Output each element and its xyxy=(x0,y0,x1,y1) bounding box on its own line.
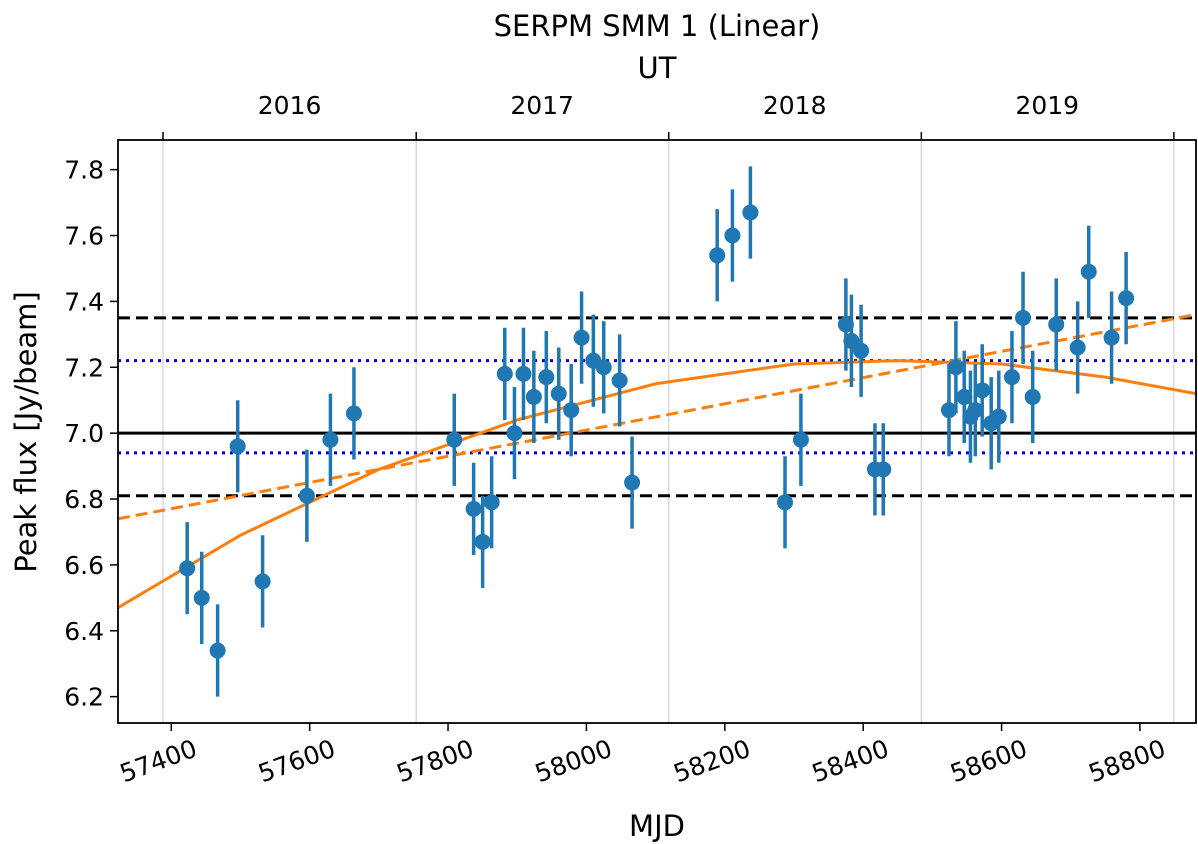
data-point xyxy=(515,365,532,382)
data-point xyxy=(595,359,612,376)
data-point xyxy=(322,431,339,448)
data-point xyxy=(563,402,580,419)
data-point xyxy=(792,431,809,448)
x-tick-label: 58200 xyxy=(670,734,755,788)
data-point xyxy=(724,227,741,244)
data-point xyxy=(1015,309,1032,326)
data-point xyxy=(1118,290,1135,307)
data-point xyxy=(853,342,870,359)
data-point xyxy=(624,474,641,491)
y-tick-label: 7.6 xyxy=(64,222,104,251)
data-point xyxy=(1103,329,1120,346)
data-point xyxy=(229,438,246,455)
y-tick-label: 7.4 xyxy=(64,287,104,316)
data-point xyxy=(483,494,500,511)
data-point xyxy=(209,642,226,659)
x-tick-label: 58400 xyxy=(808,734,893,788)
chart-title: SERPM SMM 1 (Linear) xyxy=(494,9,821,43)
data-point xyxy=(538,369,555,386)
y-tick-label: 6.6 xyxy=(64,551,104,580)
data-point xyxy=(254,573,271,590)
data-point xyxy=(298,487,315,504)
data-point xyxy=(990,408,1007,425)
x-tick-label: 57400 xyxy=(116,734,201,788)
data-point xyxy=(843,332,860,349)
data-point xyxy=(1080,263,1097,280)
data-point xyxy=(777,494,794,511)
x-tick-label: 58800 xyxy=(1085,734,1170,788)
data-point xyxy=(465,500,482,517)
data-point xyxy=(1048,316,1065,333)
data-point xyxy=(947,359,964,376)
y-tick-label: 7.0 xyxy=(64,419,104,448)
data-point xyxy=(179,560,196,577)
data-point xyxy=(967,402,984,419)
fit-line xyxy=(118,313,1196,521)
data-point xyxy=(525,388,542,405)
top-tick-label: 2016 xyxy=(258,91,322,120)
data-point xyxy=(474,533,491,550)
data-point xyxy=(1069,339,1086,356)
x-tick-label: 57600 xyxy=(254,734,339,788)
data-point xyxy=(573,329,590,346)
x-tick-label: 58600 xyxy=(946,734,1031,788)
top-tick-label: 2019 xyxy=(1015,91,1079,120)
data-point xyxy=(506,425,523,442)
data-point xyxy=(742,204,759,221)
data-point xyxy=(550,385,567,402)
y-tick-label: 6.2 xyxy=(64,683,104,712)
data-point xyxy=(974,382,991,399)
data-point xyxy=(956,388,973,405)
y-tick-label: 7.2 xyxy=(64,353,104,382)
data-point xyxy=(345,405,362,422)
plot-frame xyxy=(117,139,1197,724)
x-tick-label: 58000 xyxy=(531,734,616,788)
data-point xyxy=(496,365,513,382)
x-tick-label: 57800 xyxy=(393,734,478,788)
y-axis-label: Peak flux [Jy/beam] xyxy=(9,291,43,573)
data-point xyxy=(1024,388,1041,405)
y-tick-label: 7.8 xyxy=(64,156,104,185)
top-tick-label: 2018 xyxy=(763,91,827,120)
top-axis-label: UT xyxy=(638,51,677,85)
y-tick-label: 6.8 xyxy=(64,485,104,514)
data-point xyxy=(1003,369,1020,386)
data-point xyxy=(446,431,463,448)
data-point xyxy=(709,247,726,264)
top-tick-label: 2017 xyxy=(510,91,574,120)
data-point xyxy=(940,402,957,419)
y-tick-label: 6.4 xyxy=(64,617,104,646)
x-axis-label: MJD xyxy=(629,809,685,843)
data-point xyxy=(611,372,628,389)
data-point xyxy=(193,589,210,606)
data-point xyxy=(875,461,892,478)
